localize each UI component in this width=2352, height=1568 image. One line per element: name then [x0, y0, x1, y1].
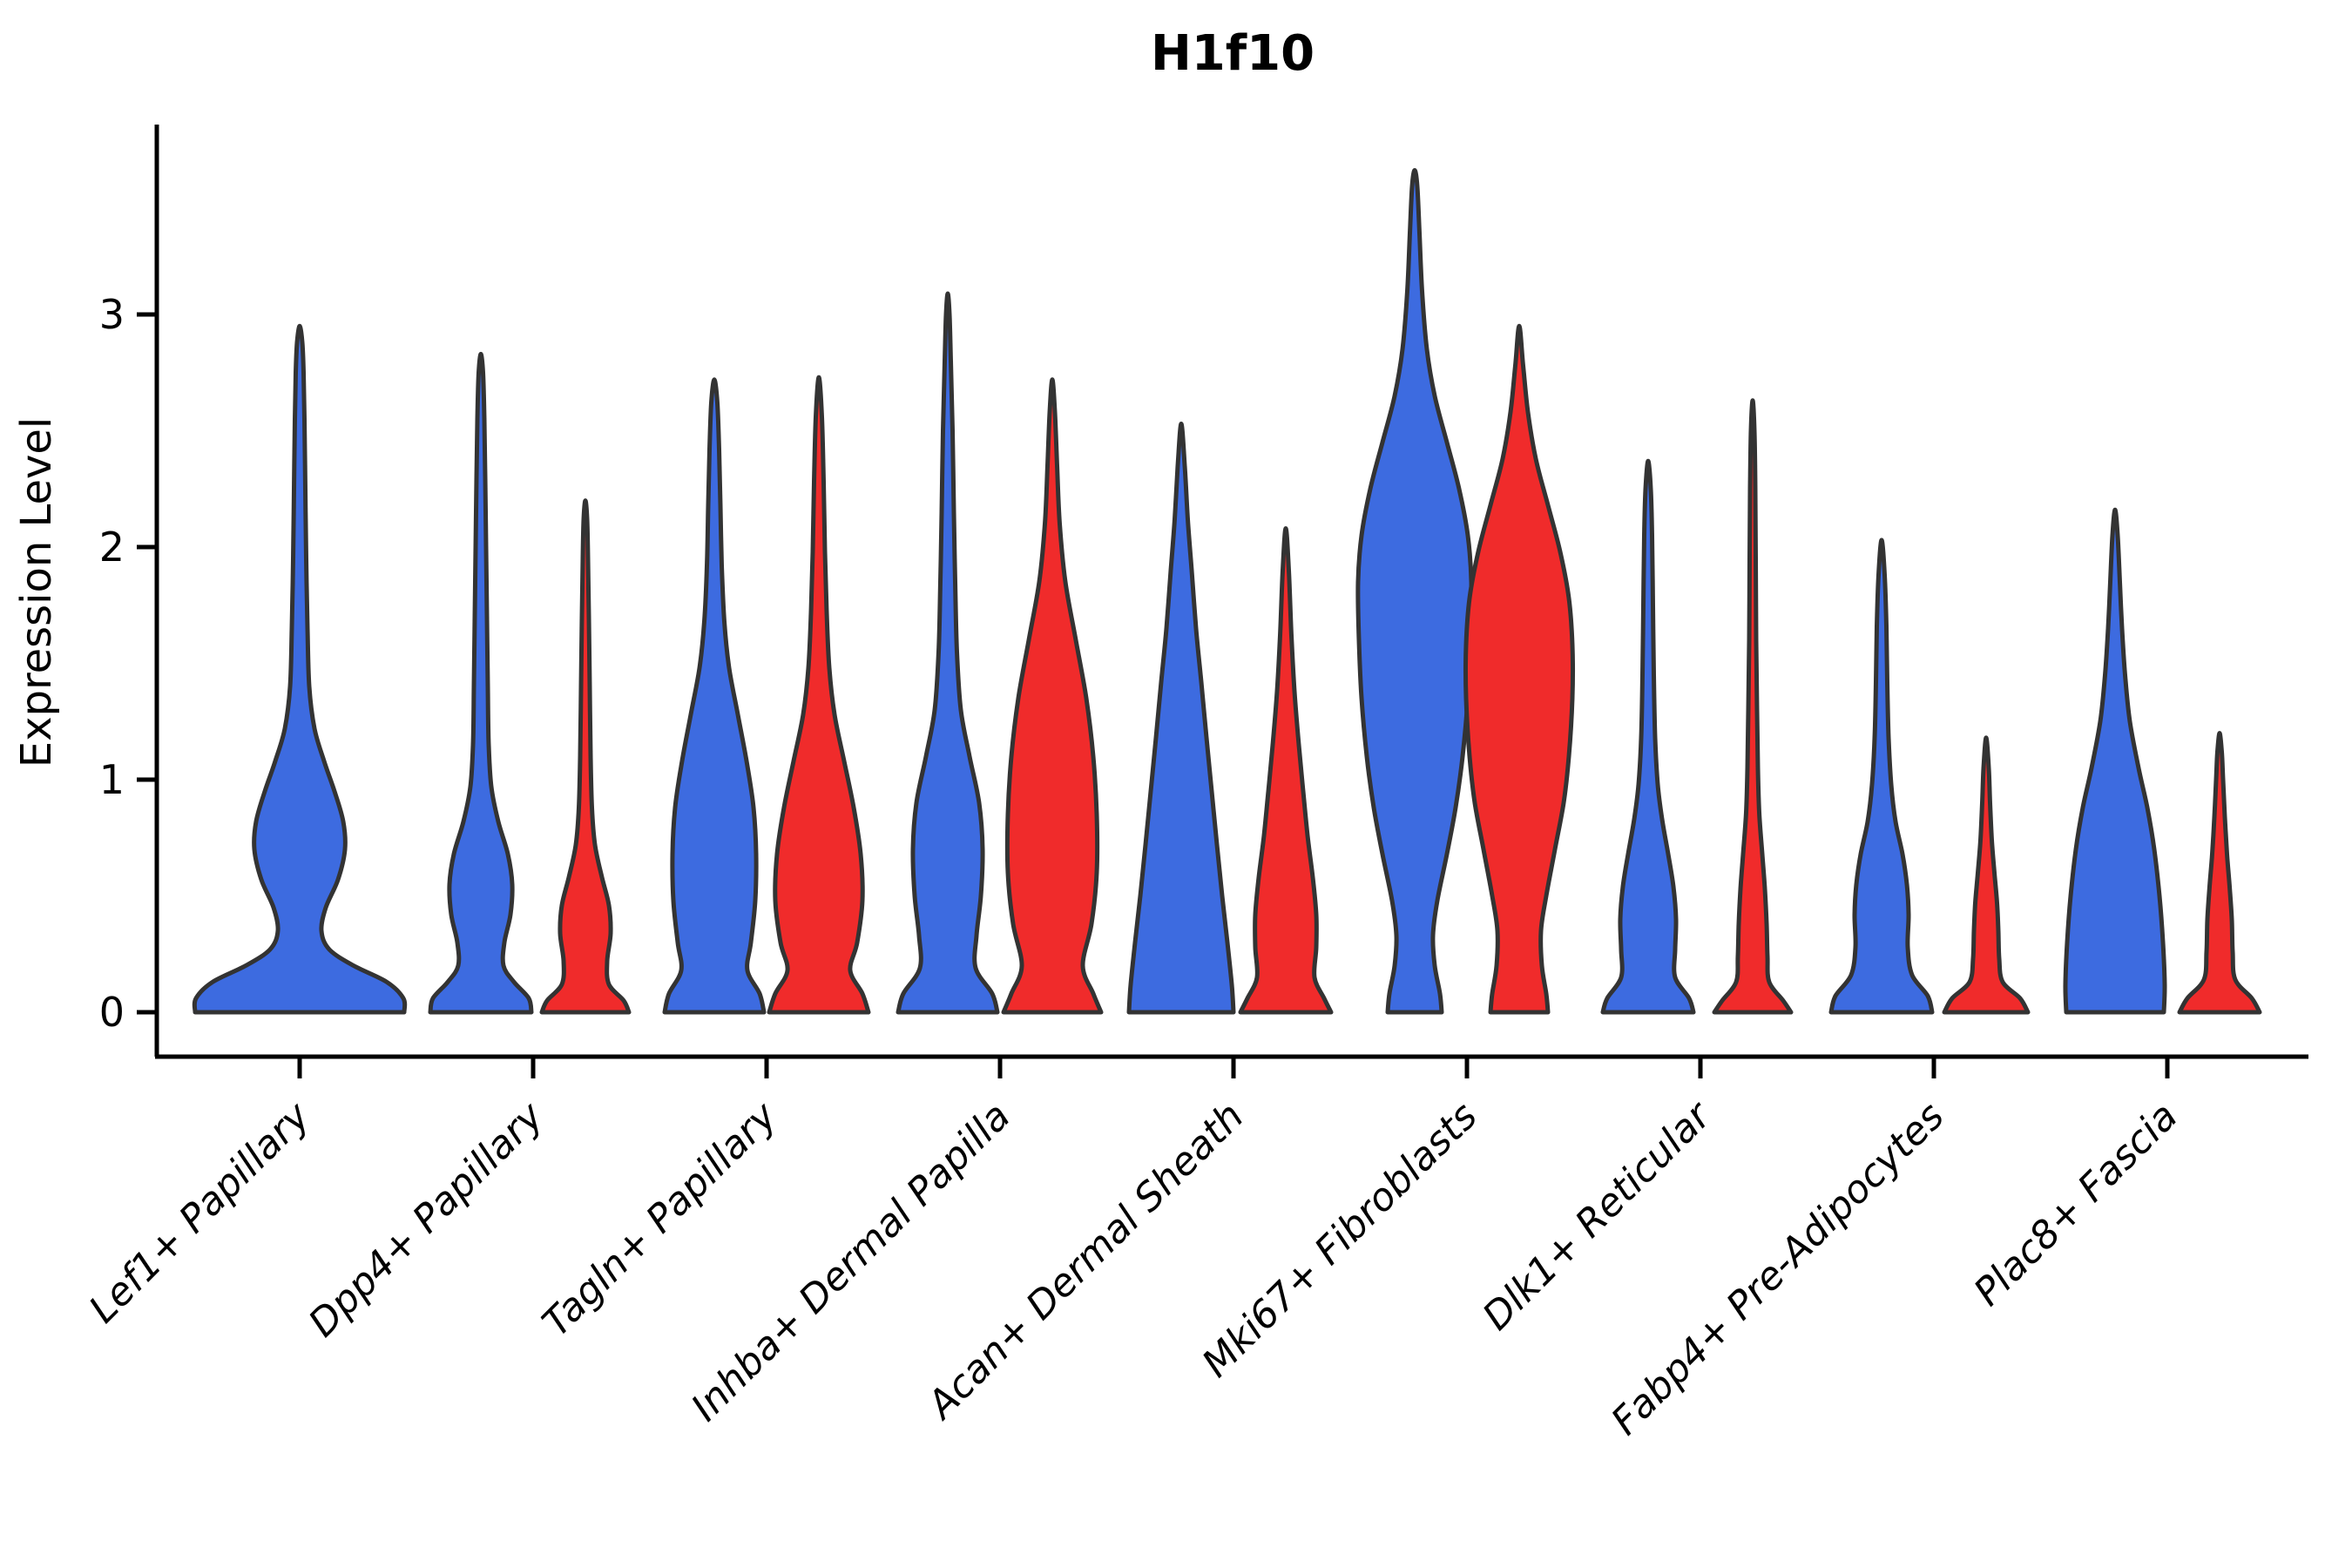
x-tick-label-lef1-papillary: Lef1+ Papillary [81, 1093, 320, 1332]
page-title: H1f10 [1151, 25, 1315, 82]
y-tick-label-1: 1 [99, 756, 125, 803]
violin-acan-dermal-sheath-blue [1126, 422, 1236, 1015]
y-tick-label-2: 2 [99, 524, 125, 571]
violin-fabp4-pre-adipocytes-red [1942, 735, 2031, 1015]
violin-fabp4-pre-adipocytes-blue [1828, 537, 1935, 1015]
violin-lef1-papillary-blue [192, 323, 408, 1015]
x-tick-label-dpp4-papillary: Dpp4+ Papillary [301, 1093, 553, 1346]
y-tick-label-0: 0 [99, 989, 125, 1036]
violin-dpp4-papillary-blue [428, 351, 534, 1015]
violin-acan-dermal-sheath-red [1238, 526, 1334, 1015]
violin-dpp4-papillary-red [539, 498, 632, 1015]
y-axis-label: Expression Level [12, 417, 61, 768]
violin-group [192, 168, 2262, 1015]
violin-inhba-dermal-papilla-blue [896, 291, 1000, 1015]
violin-inhba-dermal-papilla-red [1001, 377, 1104, 1015]
violin-mki67-fibroblasts-red [1463, 323, 1576, 1015]
violin-dlk1-reticular-red [1712, 398, 1794, 1015]
violin-tagln-papillary-red [767, 375, 871, 1015]
x-tick-label-plac8-fascia: Plac8+ Fascia [1965, 1094, 2186, 1315]
violin-dlk1-reticular-blue [1600, 458, 1696, 1015]
violin-plac8-fascia-blue [2063, 507, 2167, 1015]
violin-mki67-fibroblasts-blue [1355, 168, 1474, 1015]
x-tick-label-dlk1-reticular: Dlk1+ Reticular [1474, 1092, 1720, 1339]
x-tick-label-tagln-papillary: Tagln+ Papillary [534, 1093, 786, 1345]
violin-plac8-fascia-red [2177, 731, 2262, 1015]
violin-tagln-papillary-blue [662, 377, 767, 1015]
y-tick-label-3: 3 [99, 291, 125, 338]
